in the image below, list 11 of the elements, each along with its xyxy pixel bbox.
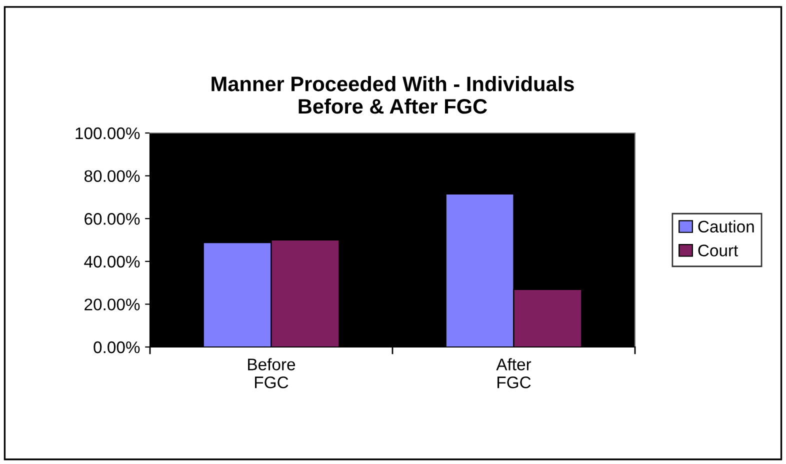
y-tick-label: 20.00% xyxy=(84,298,140,310)
y-tick-label: 100.00% xyxy=(76,127,140,140)
legend-label: Caution xyxy=(698,220,754,233)
y-tick-label: 60.00% xyxy=(84,213,140,225)
x-tick-label: After FGC xyxy=(496,358,532,388)
legend-label: Court xyxy=(698,244,738,256)
chart-title: Manner Proceeded With - Individuals Before & After FGC xyxy=(212,76,574,114)
x-tick-label: Before FGC xyxy=(248,358,296,388)
y-tick-label: 0.00% xyxy=(94,341,140,354)
y-tick-label: 40.00% xyxy=(84,256,140,268)
y-tick-label: 80.00% xyxy=(84,170,140,182)
